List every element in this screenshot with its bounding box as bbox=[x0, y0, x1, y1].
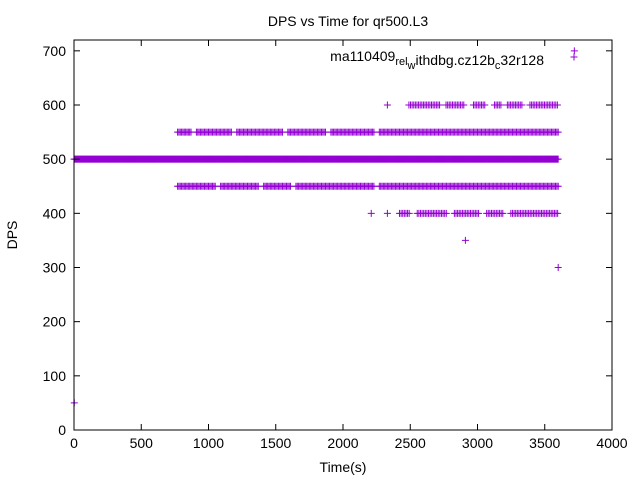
data-point bbox=[367, 209, 375, 217]
x-axis-label: Time(s) bbox=[320, 459, 367, 475]
x-axis-ticks: 0 500 1000 1500 2000 2500 3000 3500 4000 bbox=[70, 40, 628, 451]
data-point bbox=[383, 209, 391, 217]
y-tick-label: 700 bbox=[43, 43, 67, 59]
x-tick-label: 2500 bbox=[395, 435, 426, 451]
legend-entry-label: ma110409relwithdbg.cz12bc32r128 bbox=[330, 48, 544, 72]
data-point bbox=[405, 209, 413, 217]
plot-frame bbox=[73, 39, 613, 431]
legend-subscript: c bbox=[495, 60, 501, 72]
y-tick-label: 600 bbox=[43, 97, 67, 113]
data-point bbox=[554, 264, 562, 271]
legend-part: 32r128 bbox=[500, 52, 544, 68]
x-tick-label: 3500 bbox=[529, 435, 560, 451]
data-point bbox=[436, 101, 444, 109]
data-point bbox=[518, 101, 526, 109]
data-point bbox=[554, 128, 562, 136]
y-tick-label: 400 bbox=[43, 205, 67, 221]
legend-subscript: rel bbox=[395, 56, 407, 68]
data-point bbox=[383, 101, 391, 109]
data-point bbox=[553, 101, 561, 109]
x-tick-label: 2000 bbox=[327, 435, 358, 451]
y-axis-label: DPS bbox=[4, 221, 20, 250]
legend-subscript: w bbox=[407, 60, 416, 72]
chart-title: DPS vs Time for qr500.L3 bbox=[268, 13, 429, 29]
data-point bbox=[497, 101, 505, 109]
data-point bbox=[460, 101, 468, 109]
data-point bbox=[499, 209, 507, 217]
legend: ma110409relwithdbg.cz12bc32r128 bbox=[330, 48, 578, 72]
x-tick-label: 1000 bbox=[193, 435, 224, 451]
data-point bbox=[475, 209, 483, 217]
x-tick-label: 3000 bbox=[462, 435, 493, 451]
data-point bbox=[554, 182, 562, 190]
y-axis-ticks: 0 100 200 300 400 500 600 700 bbox=[43, 43, 612, 438]
legend-part: ithdbg.cz12b bbox=[416, 52, 496, 68]
data-point bbox=[442, 209, 450, 217]
y-tick-label: 300 bbox=[43, 260, 67, 276]
legend-part: ma110409 bbox=[330, 48, 395, 64]
y-tick-label: 500 bbox=[43, 151, 67, 167]
data-point bbox=[461, 236, 469, 244]
data-point bbox=[554, 209, 562, 217]
x-tick-label: 4000 bbox=[596, 435, 627, 451]
x-tick-label: 0 bbox=[70, 435, 78, 451]
data-marks bbox=[70, 47, 578, 407]
y-tick-label: 0 bbox=[58, 422, 66, 438]
data-point bbox=[554, 155, 562, 163]
data-point bbox=[481, 101, 489, 109]
legend-marker-icon bbox=[570, 53, 578, 61]
x-tick-label: 1500 bbox=[260, 435, 291, 451]
y-tick-label: 100 bbox=[43, 368, 67, 384]
data-point bbox=[570, 47, 578, 55]
y-tick-label: 200 bbox=[43, 314, 67, 330]
legend-marker bbox=[570, 53, 578, 61]
x-tick-label: 500 bbox=[130, 435, 154, 451]
